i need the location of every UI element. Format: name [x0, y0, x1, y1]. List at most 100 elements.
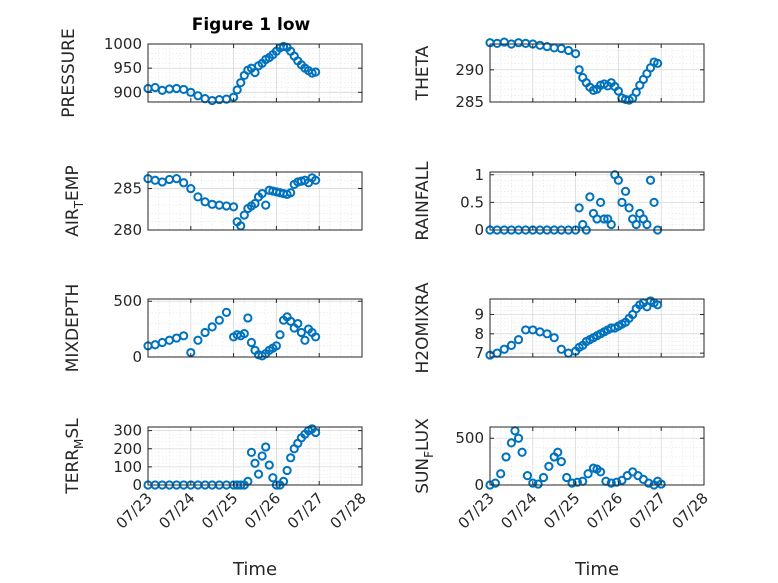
data-point: [553, 447, 563, 457]
data-point: [522, 471, 533, 481]
data-point: [571, 49, 581, 59]
x-tick-label: 07/24: [155, 489, 198, 532]
x-tick-label: 07/28: [669, 489, 712, 532]
data-point: [574, 203, 584, 213]
data-point: [574, 65, 584, 75]
y-tick-label: 285: [113, 180, 142, 198]
data-point: [171, 174, 182, 184]
x-tick-label: 07/25: [198, 489, 241, 532]
y-tick-label: 1: [474, 166, 484, 184]
data-point: [286, 188, 296, 198]
data-point: [499, 37, 509, 47]
data-point: [296, 327, 306, 338]
data-point: [490, 478, 500, 488]
data-point: [243, 313, 253, 323]
data-point: [193, 335, 203, 345]
data-point: [533, 479, 543, 489]
data-point: [535, 40, 545, 50]
x-tick-label: 07/27: [284, 489, 327, 532]
data-point: [246, 447, 257, 457]
data-point: [513, 335, 524, 345]
y-axis-label: H2OMIXRA: [413, 282, 433, 373]
y-tick-label: 8: [474, 325, 484, 343]
axes-box: [489, 298, 705, 358]
data-point: [544, 461, 554, 471]
data-point: [538, 472, 549, 483]
y-axis-label: TERRMSL: [63, 418, 86, 495]
data-point: [496, 469, 506, 479]
figure-title: Figure 1 low: [192, 15, 311, 35]
data-point: [179, 178, 189, 188]
x-tick-label: 07/26: [583, 489, 626, 532]
data-point: [642, 219, 652, 230]
x-tick-label: 07/26: [241, 489, 284, 532]
x-axis-label: Time: [574, 559, 619, 580]
data-point: [200, 327, 210, 338]
panel-8: 0 500 07/23 07/24 07/25 07/26 07/27 07/28 Time SU…: [413, 418, 712, 580]
data-point: [510, 426, 520, 436]
data-point: [513, 433, 524, 443]
data-point: [620, 186, 631, 196]
data-point: [549, 333, 559, 343]
data-point: [300, 335, 310, 345]
data-point: [617, 475, 627, 485]
y-tick-label: 1000: [104, 35, 142, 53]
data-point: [264, 460, 274, 470]
data-point: [171, 333, 182, 343]
data-point: [613, 86, 624, 96]
data-point: [649, 197, 659, 207]
y-tick-label: 290: [455, 61, 484, 79]
panel-5: 0 500 MIXDEPTH: [63, 284, 363, 373]
data-point: [653, 58, 663, 68]
data-point: [613, 175, 624, 185]
x-tick-label: 07/28: [327, 489, 370, 532]
data-point: [612, 477, 622, 487]
y-axis-label: SUNFLUX: [413, 418, 436, 494]
y-tick-label: 100: [113, 458, 142, 476]
panel-3: 280 285 AIRTEMP: [63, 165, 363, 239]
data-point: [311, 67, 321, 77]
data-point: [631, 87, 641, 97]
y-axis-label: MIXDEPTH: [63, 284, 83, 373]
data-point: [583, 469, 593, 479]
data-point: [193, 91, 203, 101]
y-tick-label: 0: [132, 476, 142, 494]
y-tick-label: 950: [113, 59, 142, 77]
data-point: [150, 340, 160, 350]
x-tick-label: 07/25: [540, 489, 583, 532]
data-point: [200, 197, 210, 207]
y-tick-label: 0: [474, 221, 484, 239]
y-tick-label: 9: [474, 305, 484, 323]
data-point: [644, 478, 654, 488]
data-point: [311, 332, 321, 342]
data-point: [275, 330, 285, 340]
data-point: [229, 202, 239, 212]
data-point: [293, 318, 303, 329]
x-tick-label: 07/24: [497, 489, 540, 532]
data-point: [268, 473, 278, 483]
data-point: [506, 438, 516, 448]
data-point: [617, 197, 627, 207]
axes-box: [147, 298, 363, 358]
y-tick-label: 7: [474, 344, 484, 362]
data-point: [624, 203, 634, 213]
data-point: [606, 478, 616, 488]
axes-box: [489, 171, 705, 231]
data-point: [599, 214, 609, 224]
y-tick-label: 280: [113, 221, 142, 239]
data-point: [499, 344, 509, 354]
data-point: [528, 478, 538, 488]
data-point: [200, 94, 210, 104]
data-point: [513, 38, 524, 48]
y-tick-label: 285: [455, 93, 484, 111]
data-point: [606, 219, 616, 230]
data-point: [253, 469, 264, 479]
data-point: [186, 183, 196, 194]
data-point: [311, 175, 321, 185]
data-point: [221, 201, 232, 211]
y-tick-label: 200: [113, 440, 142, 458]
data-point: [572, 477, 582, 487]
data-point: [506, 340, 516, 350]
data-point: [653, 300, 663, 310]
